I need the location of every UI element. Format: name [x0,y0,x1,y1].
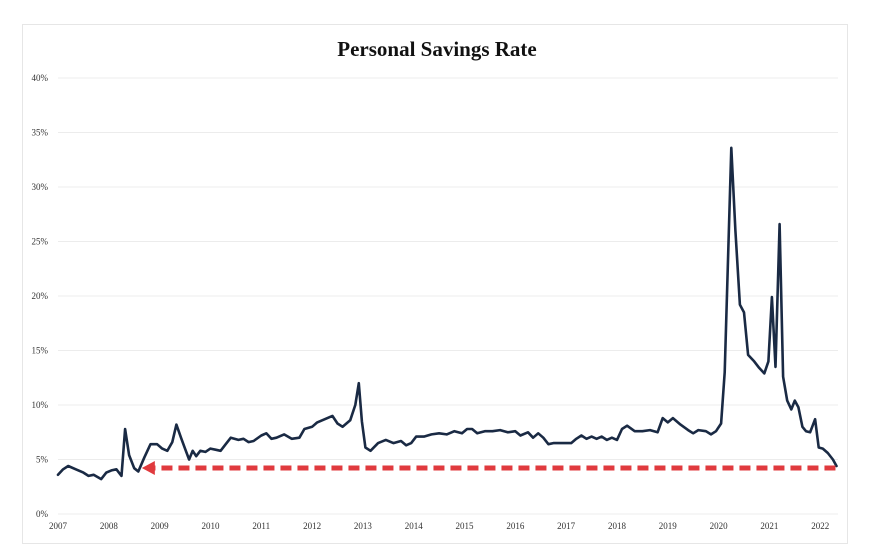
x-tick-label: 2007 [49,521,68,531]
x-tick-label: 2017 [557,521,576,531]
series-layer [56,146,838,481]
x-tick-label: 2020 [710,521,729,531]
y-tick-label: 30% [32,182,49,192]
x-axis-tick-labels: 2007 2008 2009 2010 2011 2012 2013 2014 2015 2016… [49,521,829,531]
x-tick-label: 2019 [659,521,678,531]
y-tick-label: 10% [32,400,49,410]
x-tick-label: 2021 [760,521,778,531]
x-tick-label: 2014 [405,521,424,531]
x-tick-label: 2015 [456,521,475,531]
chart-title: Personal Savings Rate [337,37,537,61]
y-tick-label: 25% [32,237,49,247]
y-tick-label: 20% [32,291,49,301]
gridlines [58,77,838,515]
annotation-layer [141,461,836,476]
arrow-head [141,461,155,476]
y-tick-label: 35% [32,128,49,138]
x-tick-label: 2022 [811,521,829,531]
x-tick-label: 2010 [201,521,220,531]
x-tick-label: 2013 [354,521,373,531]
savings-rate-line [56,146,838,481]
x-tick-label: 2008 [100,521,119,531]
chart-frame [22,24,848,544]
x-tick-label: 2011 [252,521,270,531]
y-axis-tick-labels: 0% 5% 10% 15% 20% 25% 30% 35% 40% [32,73,49,519]
y-tick-label: 5% [36,455,49,465]
x-tick-label: 2009 [151,521,170,531]
x-tick-label: 2012 [303,521,321,531]
y-tick-label: 40% [32,73,49,83]
x-tick-label: 2018 [608,521,627,531]
y-tick-label: 0% [36,509,49,519]
x-tick-label: 2016 [506,521,525,531]
y-tick-label: 15% [32,346,49,356]
